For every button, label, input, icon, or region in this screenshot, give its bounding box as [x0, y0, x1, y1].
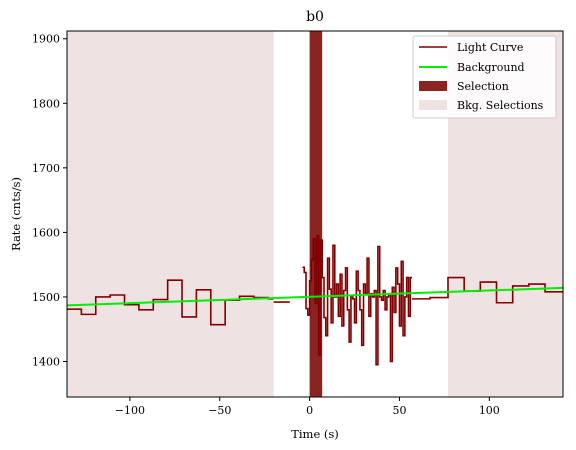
bkg-selection-region: [67, 31, 274, 397]
light-curve-series: [67, 279, 274, 326]
legend-label: Selection: [457, 80, 509, 93]
x-tick-label: 100: [479, 404, 500, 417]
light-curve-layer: [67, 234, 563, 366]
legend-label: Background: [457, 61, 525, 74]
y-axis-label: Rate (cnts/s): [9, 177, 23, 251]
x-tick-label: 50: [392, 404, 406, 417]
y-tick-label: 1600: [32, 226, 60, 239]
legend-label: Light Curve: [457, 41, 523, 54]
y-tick-label: 1400: [32, 355, 60, 368]
background-layer: [66, 286, 564, 307]
chart-title: b0: [306, 9, 324, 25]
light-curve-series: [302, 234, 413, 366]
legend-swatch: [419, 100, 447, 110]
y-tick-label: 1500: [32, 291, 60, 304]
legend-label: Bkg. Selections: [457, 99, 544, 112]
y-tick-label: 1700: [32, 162, 60, 175]
axes-frame: [66, 30, 564, 398]
y-tick-label: 1800: [32, 97, 60, 110]
x-tick-label: −100: [115, 404, 145, 417]
legend: Light Curve Background Selection Bkg. Selec…: [412, 35, 557, 119]
legend-box: [412, 35, 557, 119]
background-series: [66, 286, 564, 307]
y-axis-ticks: 1400 1500 1600 1700 1800 1900: [32, 33, 67, 368]
x-axis-label: Time (s): [291, 427, 339, 441]
x-tick-label: 0: [306, 404, 313, 417]
y-tick-label: 1900: [32, 33, 60, 46]
x-tick-label: −50: [208, 404, 231, 417]
legend-swatch: [419, 81, 447, 91]
light-curve-series: [412, 276, 563, 304]
x-axis-ticks: −100 −50 0 50 100: [115, 397, 500, 417]
